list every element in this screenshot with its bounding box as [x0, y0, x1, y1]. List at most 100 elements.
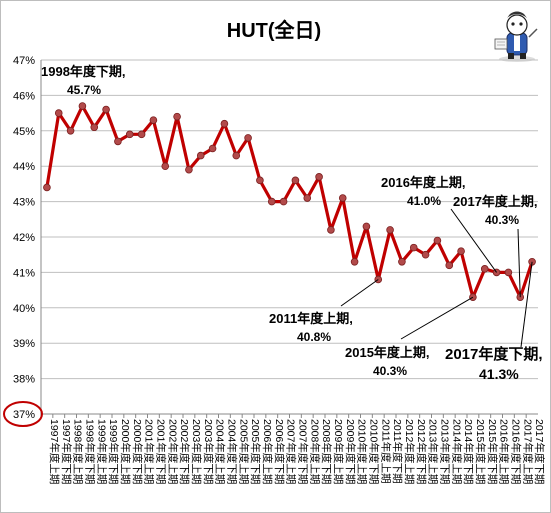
data-point: [480, 265, 489, 273]
data-point: [137, 130, 146, 139]
x-tick-label: 1999年度下期: [107, 419, 120, 484]
x-tick-label: 2013年度下期: [438, 419, 451, 484]
data-point: [421, 250, 430, 259]
annotation-label: 2017年度下期,: [445, 345, 543, 363]
data-point: [279, 197, 288, 206]
data-point: [196, 151, 205, 160]
x-tick-label: 1999年度上期: [95, 419, 108, 484]
x-tick-label: 2008年度上期: [308, 419, 321, 484]
x-tick-label: 2007年度上期: [285, 419, 298, 484]
data-point: [66, 127, 75, 135]
x-tick-label: 2005年度下期: [249, 419, 262, 484]
data-point: [161, 162, 170, 171]
x-tick-label: 2005年度上期: [237, 419, 250, 484]
data-point: [244, 134, 252, 142]
x-tick-label: 2009年度下期: [344, 419, 357, 484]
annotation-pointer: [520, 261, 533, 348]
data-point: [409, 243, 418, 252]
x-tick-label: 2012年度上期: [403, 419, 416, 484]
x-tick-label: 2013年度上期: [427, 419, 440, 484]
annotation-pointer: [450, 208, 497, 273]
x-tick-label: 2001年度下期: [154, 419, 167, 484]
annotation-label: 2017年度上期,: [453, 194, 538, 209]
data-point: [303, 194, 312, 202]
annotation-label: 2016年度上期,: [381, 175, 466, 190]
y-tick-label: 38%: [13, 374, 35, 386]
x-tick-label: 2006年度下期: [273, 419, 286, 484]
data-point: [327, 226, 335, 234]
highlight-ellipse: [3, 401, 43, 427]
annotation-label: 2015年度上期,: [345, 345, 430, 360]
annotation-value: 40.3%: [485, 213, 519, 227]
x-tick-label: 2000年度上期: [119, 419, 132, 484]
writer-mascot-icon: [494, 11, 538, 62]
x-tick-label: 1997年度下期: [60, 419, 73, 484]
y-tick-label: 42%: [13, 232, 35, 244]
x-tick-label: 2010年度下期: [367, 419, 380, 484]
x-tick-label: 2012年度下期: [415, 419, 428, 484]
annotation-pointer: [340, 279, 379, 307]
data-point: [54, 109, 63, 117]
annotation-value: 40.8%: [297, 330, 331, 344]
data-point: [114, 137, 122, 146]
annotation-value: 41.3%: [479, 366, 519, 382]
y-tick-label: 39%: [13, 338, 35, 350]
data-point: [185, 165, 193, 174]
data-point: [315, 173, 323, 181]
data-point: [220, 119, 229, 128]
y-tick-label: 45%: [13, 126, 35, 138]
data-point: [504, 268, 513, 277]
data-point: [102, 105, 110, 114]
data-point: [256, 176, 264, 185]
x-tick-label: 1998年度下期: [83, 419, 96, 484]
data-point: [457, 247, 465, 255]
data-point: [362, 222, 371, 231]
x-tick-label: 2017年度下期: [533, 419, 546, 484]
data-point: [338, 194, 347, 202]
x-tick-label: 2016年度上期: [498, 419, 511, 484]
x-tick-label: 2016年度下期: [509, 419, 522, 484]
x-tick-label: 2017年度上期: [521, 419, 534, 484]
data-point: [149, 116, 158, 124]
x-tick-label: 2004年度下期: [225, 419, 238, 484]
x-tick-label: 1998年度上期: [72, 419, 85, 484]
data-point: [232, 151, 241, 160]
series-group: [43, 102, 536, 301]
y-tick-label: 47%: [13, 55, 35, 67]
annotation-group: 1998年度下期, 45.7% 2016年度上期, 41.0% 2017年度上期, 40.…: [41, 64, 543, 382]
x-tick-label: 2014年度下期: [462, 419, 475, 484]
x-tick-label: 2014年度上期: [450, 419, 463, 484]
highlight-group: [3, 401, 43, 427]
x-tick-label: 2015年度下期: [486, 419, 499, 484]
data-point: [433, 236, 442, 245]
x-tick-label: 1997年度上期: [48, 419, 61, 484]
x-tick-label: 2004年度上期: [214, 419, 227, 484]
data-point: [125, 130, 134, 139]
data-point: [445, 261, 454, 270]
annotation-label: 2011年度上期,: [269, 311, 353, 326]
y-tick-label: 43%: [13, 197, 35, 209]
x-tick-label: 2015年度上期: [474, 419, 487, 484]
data-point: [267, 197, 276, 206]
y-tick-label: 37%: [13, 409, 35, 421]
y-tick-label: 41%: [13, 267, 35, 279]
x-tick-label: 2002年度下期: [178, 419, 191, 484]
chart-title: HUT(全日): [227, 18, 321, 42]
x-axis-tick-labels: 1997年度上期 1997年度下期 1998年度上期 1998年度下期 1999年度上期…: [40, 414, 546, 484]
annotation-value: 45.7%: [67, 83, 101, 97]
x-tick-label: 2011年度下期: [391, 419, 404, 484]
x-tick-label: 2008年度下期: [320, 419, 333, 484]
x-tick-label: 2009年度上期: [332, 419, 345, 484]
annotation-value: 41.0%: [407, 194, 441, 208]
annotation-label: 1998年度下期,: [41, 64, 126, 79]
x-tick-label: 2001年度上期: [143, 419, 156, 484]
annotation-value: 40.3%: [373, 364, 407, 378]
y-tick-label: 46%: [13, 90, 35, 102]
axes: [40, 60, 538, 415]
data-point: [43, 183, 51, 192]
x-tick-label: 2003年度上期: [190, 419, 203, 484]
annotation-pointer: [400, 296, 474, 340]
data-point: [398, 257, 406, 266]
